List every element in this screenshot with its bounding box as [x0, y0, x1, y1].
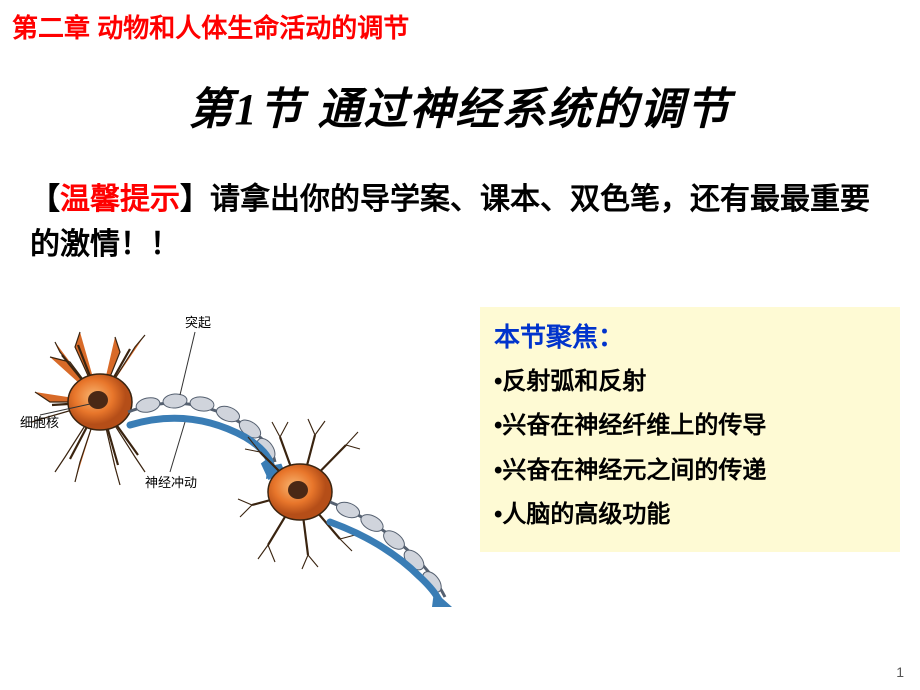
reminder-bracket-close: 】 [180, 183, 210, 216]
impulse-arrow-1 [130, 418, 282, 475]
lower-content-row: 细胞核 突起 神经冲动 本节聚焦： •反射弧和反射 •兴奋在神经纤维上的传导 •… [0, 277, 920, 607]
reminder-block: 【温馨提示】请拿出你的导学案、课本、双色笔，还有最最重要的激情！！ [0, 147, 920, 277]
reminder-label: 温馨提示 [60, 183, 180, 216]
focus-title: 本节聚焦： [494, 317, 886, 360]
label-line-impulse [170, 422, 185, 472]
neuron1-axon [128, 393, 279, 463]
label-nerve-impulse: 神经冲动 [145, 475, 197, 490]
chapter-header: 第二章 动物和人体生命活动的调节 [0, 0, 920, 45]
focus-box: 本节聚焦： •反射弧和反射 •兴奋在神经纤维上的传导 •兴奋在神经元之间的传递 … [480, 307, 900, 552]
label-dendrite: 突起 [185, 315, 211, 330]
focus-item-1: •反射弧和反射 [494, 360, 886, 404]
focus-item-2: •兴奋在神经纤维上的传导 [494, 404, 886, 448]
neuron-diagram: 细胞核 突起 神经冲动 [20, 307, 460, 607]
label-line-dendrite [180, 332, 195, 395]
reminder-bracket-open: 【 [30, 183, 60, 216]
focus-item-4: •人脑的高级功能 [494, 493, 886, 537]
neuron-svg: 细胞核 突起 神经冲动 [20, 307, 460, 607]
neuron1-nucleus [88, 391, 108, 409]
neuron2-nucleus [288, 481, 308, 499]
label-cell-nucleus: 细胞核 [20, 415, 59, 430]
section-title: 第1节 通过神经系统的调节 [0, 45, 920, 147]
page-number: 1 [896, 664, 904, 680]
focus-item-3: •兴奋在神经元之间的传递 [494, 449, 886, 493]
